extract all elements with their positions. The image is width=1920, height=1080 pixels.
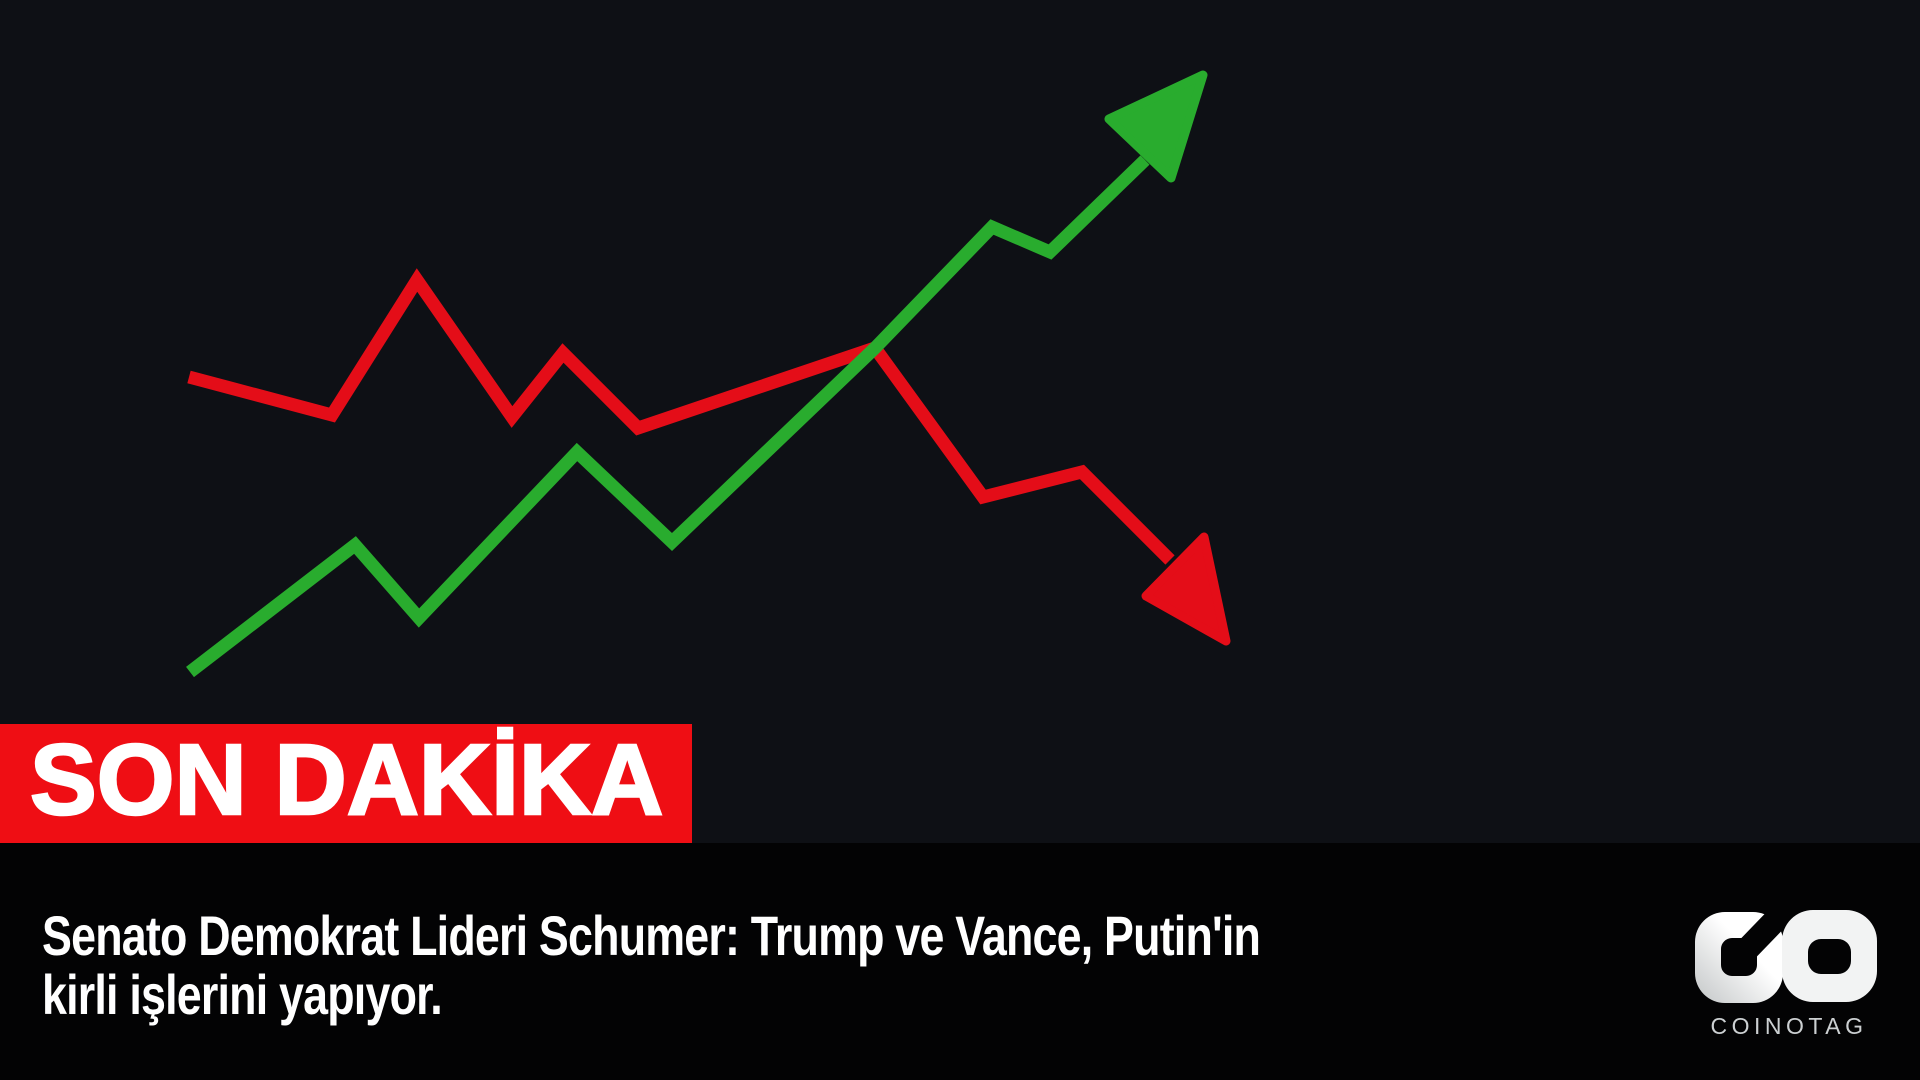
coinotag-logo: COINOTAG bbox=[1695, 910, 1877, 1039]
breaking-news-label: SON DAKİKA bbox=[29, 723, 665, 836]
red-arrowhead-icon bbox=[1141, 532, 1231, 646]
bottom-band bbox=[0, 843, 1920, 1080]
logo-o-mark-icon bbox=[1782, 910, 1877, 1002]
red-trend-line bbox=[187, 268, 1175, 565]
headline: Senato Demokrat Lideri Schumer: Trump ve… bbox=[42, 904, 1261, 1027]
green-arrowhead-icon bbox=[1104, 70, 1208, 183]
headline-line1: Senato Demokrat Lideri Schumer: Trump ve… bbox=[42, 904, 1261, 967]
headline-line2: kirli işlerini yapıyor. bbox=[42, 963, 443, 1027]
breaking-news-banner: SON DAKİKA bbox=[0, 724, 692, 843]
logo-c-mark-icon bbox=[1695, 912, 1783, 1003]
logo-wordmark: COINOTAG bbox=[1711, 1013, 1868, 1039]
green-trend-line bbox=[186, 155, 1150, 678]
